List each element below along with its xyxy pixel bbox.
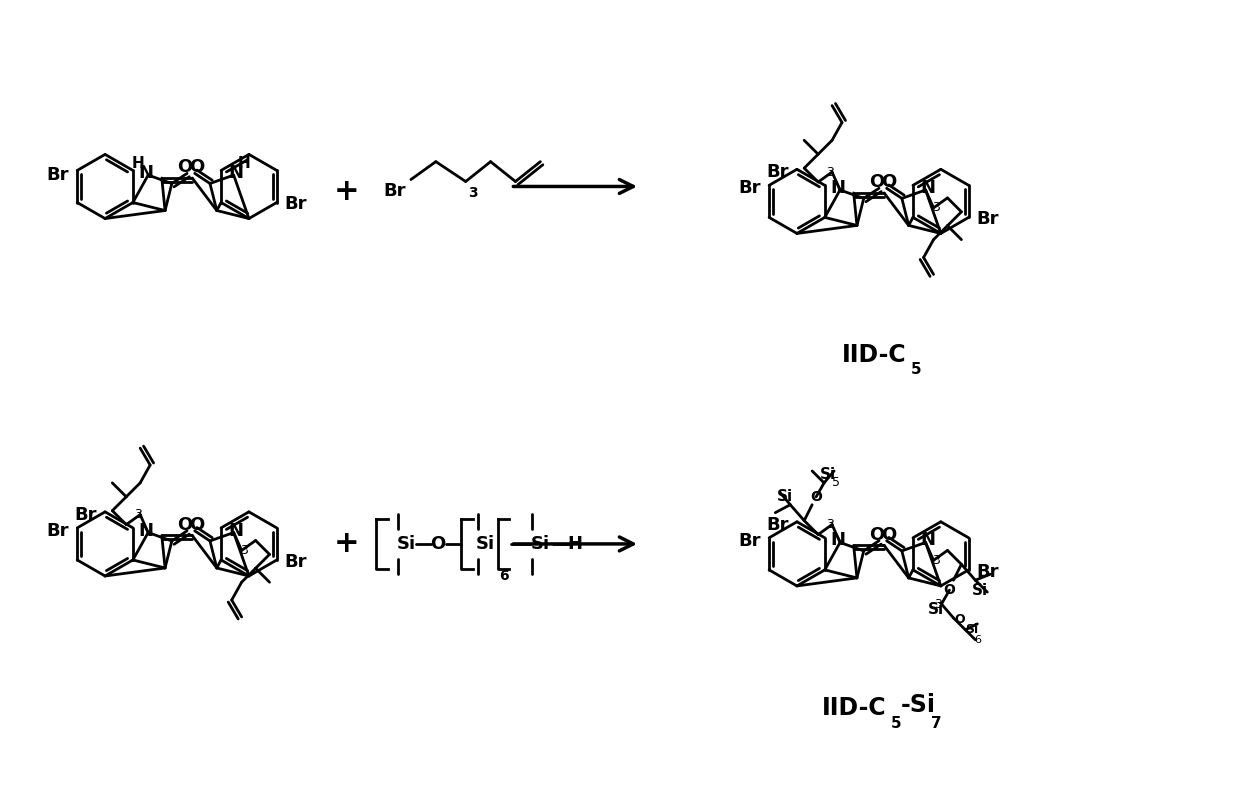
Text: Br: Br xyxy=(47,167,69,185)
Text: 7: 7 xyxy=(930,716,942,731)
Text: Br: Br xyxy=(383,182,406,200)
Text: Br: Br xyxy=(976,211,999,229)
Text: N: N xyxy=(228,164,243,182)
Text: Si: Si xyxy=(777,490,793,505)
Text: Si: Si xyxy=(928,603,944,618)
Text: H: H xyxy=(237,156,250,171)
Text: 6: 6 xyxy=(974,635,981,645)
Text: -Si: -Si xyxy=(901,692,935,717)
Text: O: O xyxy=(944,583,955,597)
Text: 3: 3 xyxy=(826,166,834,178)
Text: 3: 3 xyxy=(933,597,942,611)
Text: Br: Br xyxy=(976,563,999,581)
Text: 3: 3 xyxy=(468,186,477,200)
Text: IID-C: IID-C xyxy=(821,696,886,720)
Text: N: N xyxy=(921,179,935,197)
Text: +: + xyxy=(333,530,359,558)
Text: 5: 5 xyxy=(911,362,922,377)
Text: O: O xyxy=(430,535,446,553)
Text: Si: Si xyxy=(530,535,550,553)
Text: O: O xyxy=(190,159,204,176)
Text: Br: Br xyxy=(285,196,307,214)
Text: N: N xyxy=(228,522,243,539)
Text: O: O xyxy=(881,174,897,191)
Text: 5: 5 xyxy=(891,716,902,731)
Text: 5: 5 xyxy=(833,476,840,490)
Text: H: H xyxy=(131,156,145,171)
Text: N: N xyxy=(921,531,935,549)
Text: Br: Br xyxy=(285,553,307,571)
Text: N: N xyxy=(830,531,845,549)
Text: IID-C: IID-C xyxy=(841,343,906,367)
Text: O: O xyxy=(190,516,204,534)
Text: 3: 3 xyxy=(932,554,939,567)
Text: O: O xyxy=(954,613,965,626)
Text: Si: Si xyxy=(965,623,978,637)
Text: 3: 3 xyxy=(826,518,834,531)
Text: Si: Si xyxy=(973,582,989,597)
Text: 3: 3 xyxy=(239,544,248,557)
Text: O: O xyxy=(869,174,885,191)
Text: O: O xyxy=(177,159,192,176)
Text: O: O xyxy=(881,526,897,544)
Text: N: N xyxy=(139,164,154,182)
Text: N: N xyxy=(139,522,154,539)
Text: +: + xyxy=(333,177,359,206)
Text: 3: 3 xyxy=(134,509,142,521)
Text: Br: Br xyxy=(767,163,789,182)
Text: N: N xyxy=(830,179,845,197)
Text: Br: Br xyxy=(74,506,97,523)
Text: 3: 3 xyxy=(932,201,939,215)
Text: H: H xyxy=(567,535,582,553)
Text: Si: Si xyxy=(476,535,496,553)
Text: Br: Br xyxy=(47,522,69,540)
Text: O: O xyxy=(810,490,821,504)
Text: Si: Si xyxy=(820,468,836,483)
Text: O: O xyxy=(869,526,885,544)
Text: Br: Br xyxy=(767,516,789,534)
Text: 6: 6 xyxy=(499,569,508,582)
Text: O: O xyxy=(177,516,192,534)
Text: Br: Br xyxy=(738,532,761,549)
Text: Br: Br xyxy=(738,179,761,197)
Text: Si: Si xyxy=(396,535,415,553)
